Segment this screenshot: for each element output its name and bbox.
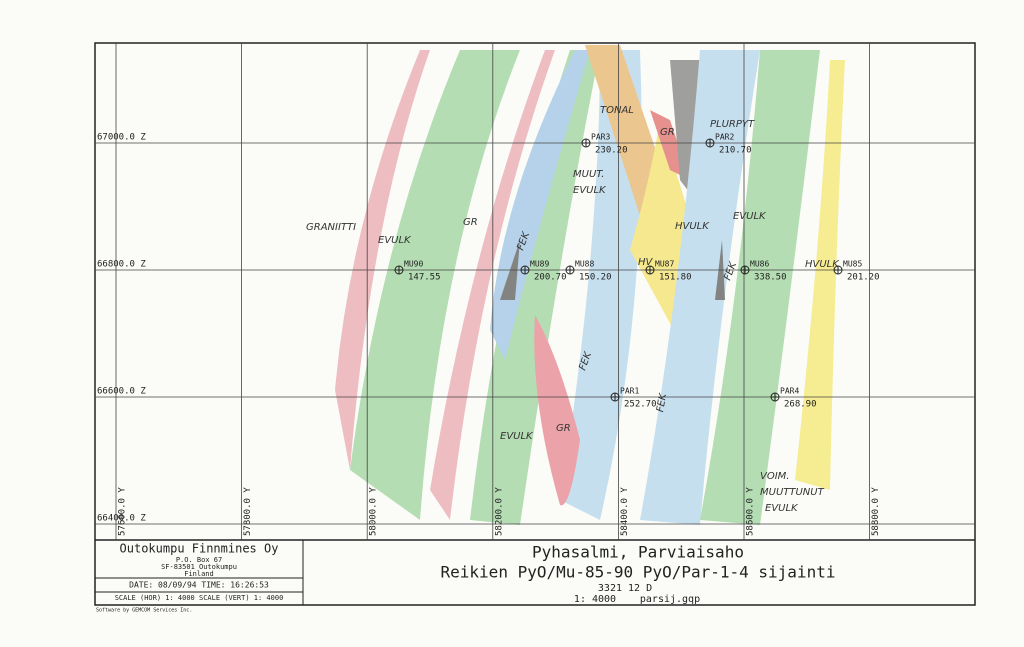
date-time: DATE: 08/09/94 TIME: 16:26:53: [129, 581, 269, 590]
hole-name: PAR2: [715, 133, 734, 142]
title-block: Outokumpu Finnmines Oy P.O. Box 67 SF-83…: [96, 542, 835, 614]
y-label: 57600.0 Y: [118, 487, 128, 536]
annotation: EVULK: [765, 503, 799, 514]
annotation: HVULK: [675, 221, 710, 232]
hole-name: MU88: [575, 260, 594, 269]
scale: 1: 4000: [574, 594, 616, 605]
hole-depth: 230.20: [595, 146, 628, 156]
hole-depth: 268.90: [784, 400, 817, 410]
annotation: VOIM.: [760, 471, 789, 482]
annotation: GRANIITTI: [306, 222, 356, 233]
annotation: PLURPYT: [710, 119, 755, 130]
annotation: EVULK: [500, 431, 534, 442]
hole-depth: 147.55: [408, 273, 441, 283]
scales: SCALE (HOR) 1: 4000 SCALE (VERT) 1: 4000: [115, 594, 284, 602]
annotation: EVULK: [733, 211, 767, 222]
title: Pyhasalmi, Parviaisaho: [532, 543, 744, 562]
hole-depth: 151.80: [659, 273, 692, 283]
z-label: 66400.0 Z: [97, 514, 146, 524]
y-label: 58000.0 Y: [369, 487, 379, 536]
hole-depth: 200.70: [534, 273, 567, 283]
hole-name: MU85: [843, 260, 862, 269]
hole-name: PAR3: [591, 133, 610, 142]
z-label: 66600.0 Z: [97, 387, 146, 397]
annotation: GR: [463, 217, 478, 228]
address-line: Finland: [184, 570, 214, 578]
y-label: 58600.0 Y: [746, 487, 756, 536]
file: parsij.gqp: [640, 594, 700, 605]
hole-name: MU89: [530, 260, 549, 269]
z-label: 66800.0 Z: [97, 260, 146, 270]
y-label: 57800.0 Y: [243, 487, 253, 536]
annotation: MUUTTUNUT: [760, 487, 825, 498]
software: Software by GEMCOM Services Inc.: [96, 608, 192, 614]
hole-name: MU87: [655, 260, 674, 269]
frame: [94, 42, 976, 606]
annotation: GR: [556, 423, 571, 434]
hole-name: PAR1: [620, 387, 639, 396]
geology-bands: [335, 45, 845, 525]
hole-depth: 210.70: [719, 146, 752, 156]
hole-name: MU90: [404, 260, 423, 269]
annotation: GR: [660, 127, 675, 138]
hole-depth: 252.70: [624, 400, 657, 410]
sheet: 3321 12 D: [598, 583, 652, 594]
hole-depth: 201.20: [847, 273, 880, 283]
y-label: 58200.0 Y: [494, 487, 504, 536]
hole-depth: 150.20: [579, 273, 612, 283]
annotation: FEK: [655, 391, 669, 413]
annotation: EVULK: [378, 235, 412, 246]
annotation: MUUT.: [573, 169, 604, 180]
address-line: P.O. Box 67: [176, 556, 222, 564]
annotation: HVULK: [805, 259, 840, 270]
hole-depth: 338.50: [754, 273, 787, 283]
z-label: 67000.0 Z: [97, 133, 146, 143]
y-label: 58400.0 Y: [620, 487, 630, 536]
hole-name: MU86: [750, 260, 769, 269]
subtitle: Reikien PyO/Mu-85-90 PyO/Par-1-4 sijaint…: [441, 563, 836, 582]
annotation: EVULK: [573, 185, 607, 196]
company: Outokumpu Finnmines Oy: [120, 542, 279, 556]
hole-name: PAR4: [780, 387, 799, 396]
y-label: 58800.0 Y: [871, 487, 881, 536]
annotation: TONAL: [600, 105, 634, 116]
address-line: SF-83501 Outokumpu: [161, 563, 237, 571]
annotation: HV: [638, 257, 654, 268]
